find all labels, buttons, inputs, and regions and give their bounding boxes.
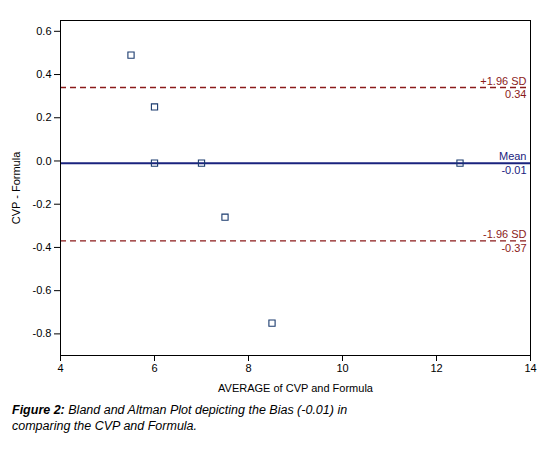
svg-text:-0.01: -0.01 [501,164,526,176]
svg-text:8: 8 [245,362,251,374]
svg-text:6: 6 [151,362,157,374]
svg-text:+1.96 SD: +1.96 SD [480,75,526,87]
svg-text:0.4: 0.4 [36,68,51,80]
svg-text:12: 12 [430,362,442,374]
svg-text:10: 10 [336,362,348,374]
svg-text:4: 4 [57,362,63,374]
svg-text:-0.37: -0.37 [501,242,526,254]
svg-text:-0.4: -0.4 [33,241,52,253]
svg-text:0.6: 0.6 [36,25,51,37]
svg-text:-1.96 SD: -1.96 SD [483,228,526,240]
svg-text:AVERAGE of CVP and Formula: AVERAGE of CVP and Formula [218,382,374,394]
svg-text:0.0: 0.0 [36,155,51,167]
svg-text:CVP - Formula: CVP - Formula [10,151,22,224]
svg-text:-0.8: -0.8 [33,327,52,339]
svg-text:0.34: 0.34 [505,88,526,100]
svg-text:14: 14 [524,362,536,374]
html-text:Figure 2: Bland and Altman Plo: Figure 2: Bland and Altman Plot depictin… [12,403,348,434]
svg-text:-0.6: -0.6 [33,284,52,296]
svg-text:0.2: 0.2 [36,111,51,123]
svg-text:-0.2: -0.2 [33,198,52,210]
svg-text:Mean: Mean [499,150,527,162]
